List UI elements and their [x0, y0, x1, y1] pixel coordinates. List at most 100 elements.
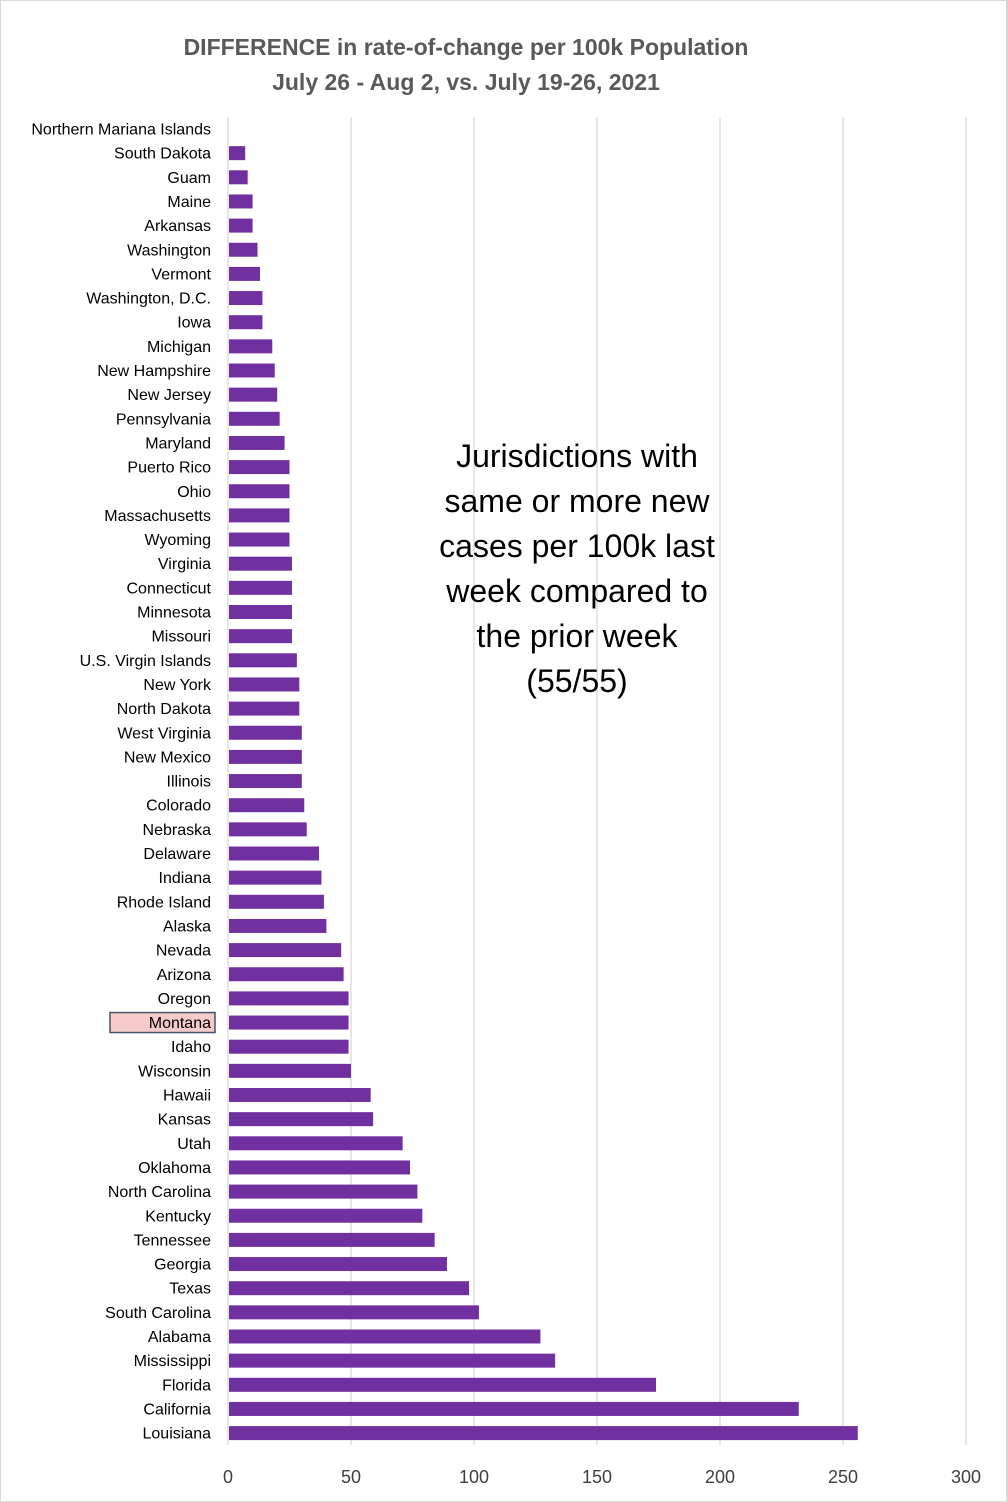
highlight-layer — [109, 1011, 216, 1034]
bar — [229, 967, 344, 982]
bar — [229, 266, 260, 281]
category-label: Iowa — [177, 315, 211, 332]
category-label: Massachusetts — [104, 508, 211, 525]
annotation-line: Jurisdictions with — [456, 438, 698, 474]
category-label: South Carolina — [105, 1305, 211, 1322]
bar — [229, 218, 253, 233]
bar — [229, 725, 302, 740]
bar — [229, 291, 263, 306]
x-tick-label: 100 — [459, 1467, 489, 1487]
bar — [229, 749, 302, 764]
category-label: Virginia — [158, 556, 211, 573]
bar — [229, 1184, 418, 1199]
category-label: Hawaii — [163, 1088, 211, 1105]
category-label: Texas — [169, 1281, 211, 1298]
bar — [229, 315, 263, 330]
category-label: Kentucky — [145, 1208, 211, 1225]
chart-title-line-2: July 26 - Aug 2, vs. July 19-26, 2021 — [272, 69, 660, 95]
bar — [229, 484, 290, 499]
bar — [229, 339, 273, 354]
category-label: Idaho — [171, 1039, 211, 1056]
bar — [229, 170, 248, 185]
category-label: Kansas — [158, 1112, 211, 1129]
bar — [229, 1232, 435, 1247]
category-label: Connecticut — [127, 580, 212, 597]
category-label: Wisconsin — [138, 1063, 211, 1080]
category-label: Maryland — [145, 435, 211, 452]
bar — [229, 363, 275, 378]
category-label: Alabama — [148, 1329, 211, 1346]
category-label: Ohio — [177, 484, 211, 501]
chart-title-line-1: DIFFERENCE in rate-of-change per 100k Po… — [184, 34, 749, 60]
category-label: West Virginia — [117, 725, 211, 742]
highlight-box — [109, 1011, 216, 1034]
bar — [229, 411, 280, 426]
category-label: Missouri — [151, 629, 211, 646]
bar — [229, 943, 342, 958]
category-label: Illinois — [167, 774, 211, 791]
category-label: Louisiana — [143, 1426, 212, 1443]
bar — [229, 532, 290, 547]
bar — [229, 1329, 541, 1344]
bar — [229, 870, 322, 885]
category-label: North Carolina — [108, 1184, 211, 1201]
category-label: Vermont — [151, 266, 211, 283]
annotation-line: (55/55) — [526, 663, 627, 699]
category-label: Nevada — [156, 943, 211, 960]
gridlines — [227, 117, 967, 1445]
bar — [229, 629, 292, 644]
category-label: Georgia — [154, 1257, 211, 1274]
category-label: Colorado — [146, 798, 211, 815]
x-tick-labels: 0 50 100 150 200 250 300 — [223, 1467, 981, 1487]
bar — [229, 1377, 657, 1392]
category-label: Michigan — [147, 339, 211, 356]
bar — [229, 701, 300, 716]
category-label: Washington — [127, 242, 211, 259]
bar — [229, 1208, 423, 1223]
bar — [229, 1063, 351, 1078]
category-label: Minnesota — [137, 605, 211, 622]
bar — [229, 508, 290, 523]
category-label: Delaware — [143, 846, 211, 863]
bar — [229, 435, 285, 450]
annotation-line: the prior week — [477, 618, 679, 654]
bar — [229, 1136, 403, 1151]
category-label: Florida — [162, 1377, 211, 1394]
bar — [229, 580, 292, 595]
category-label: Washington, D.C. — [86, 291, 211, 308]
x-tick-label: 200 — [705, 1467, 735, 1487]
category-label: New Hampshire — [97, 363, 211, 380]
category-label: Maine — [167, 194, 211, 211]
category-label: New York — [143, 677, 212, 694]
category-label: Nebraska — [143, 822, 212, 839]
x-tick-label: 250 — [828, 1467, 858, 1487]
category-label: Indiana — [159, 870, 212, 887]
category-labels: Northern Mariana Islands South Dakota Guam… — [31, 122, 212, 1443]
bar — [229, 1088, 371, 1102]
x-tick-label: 150 — [582, 1467, 612, 1487]
bar — [229, 460, 290, 475]
bar — [229, 1160, 411, 1175]
category-label: Arizona — [157, 967, 211, 984]
bar — [229, 774, 302, 789]
category-label: Puerto Rico — [127, 460, 211, 477]
bar — [229, 605, 292, 619]
category-label: Tennessee — [134, 1232, 211, 1249]
bar — [229, 387, 278, 402]
bar — [229, 1401, 799, 1416]
bar — [229, 677, 300, 692]
x-tick-label: 300 — [951, 1467, 981, 1487]
bar — [229, 556, 292, 571]
bar — [229, 242, 258, 257]
category-label: Montana — [149, 1015, 211, 1032]
bar — [229, 846, 320, 861]
category-label: South Dakota — [114, 146, 211, 163]
annotation-line: cases per 100k last — [439, 528, 715, 564]
category-label: Wyoming — [144, 532, 211, 549]
category-label: Mississippi — [134, 1353, 211, 1370]
category-label: Rhode Island — [117, 894, 211, 911]
x-tick-label: 0 — [223, 1467, 233, 1487]
bar — [229, 822, 307, 837]
bars — [229, 146, 858, 1441]
